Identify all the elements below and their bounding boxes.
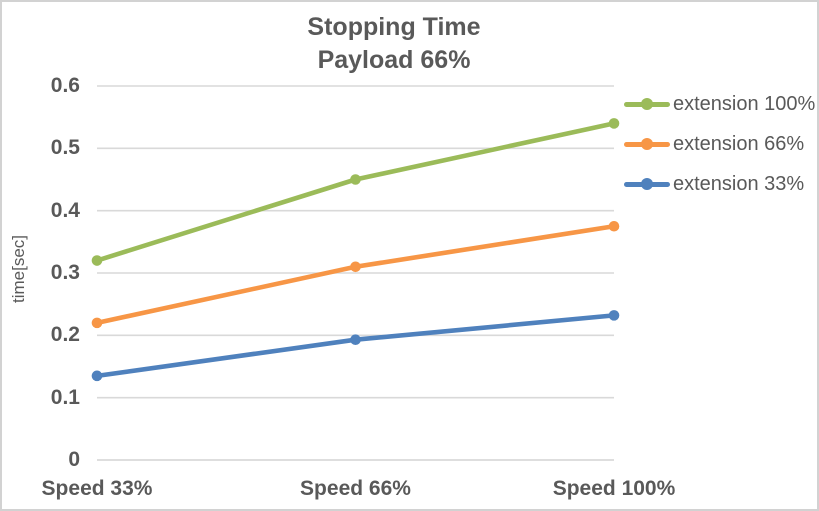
data-point-extension-100: [350, 174, 361, 185]
y-tick-label: 0.5: [50, 136, 80, 160]
legend-dot-icon: [641, 98, 653, 110]
chart-title-line2: Payload 66%: [317, 46, 471, 74]
legend-line-marker-icon: [624, 98, 670, 110]
data-point-extension-66: [91, 317, 103, 329]
legend-label: extension 66%: [673, 132, 805, 155]
legend-item-extension-33: extension 33%: [624, 171, 804, 197]
data-point-extension-33: [608, 310, 620, 321]
legend-item-extension-66: extension 66%: [624, 131, 804, 157]
series-line-extension-33: [94, 313, 617, 379]
x-tick-label: Speed 100%: [552, 477, 676, 500]
series-line-extension-66: [94, 223, 617, 326]
data-point-extension-100: [91, 255, 103, 266]
chart-title: Stopping Time Payload 66%: [2, 11, 786, 77]
y-tick-label: 0.3: [50, 261, 80, 284]
data-point-extension-66: [608, 220, 620, 232]
y-tick-label: 0.4: [50, 198, 80, 222]
y-tick-label: 0.2: [50, 323, 80, 347]
legend-item-extension-100: extension 100%: [624, 91, 815, 117]
x-tick-label: Speed 66%: [300, 477, 411, 500]
legend-label: extension 33%: [673, 172, 805, 195]
y-tick-label: 0: [68, 448, 80, 471]
data-point-extension-100: [608, 118, 620, 129]
data-point-extension-33: [91, 370, 103, 382]
chart-title-line1: Stopping Time: [307, 13, 481, 41]
y-tick-label: 0.6: [50, 74, 80, 97]
legend-dot-icon: [641, 138, 653, 150]
legend-label: extension 100%: [673, 92, 816, 115]
data-point-extension-33: [350, 334, 361, 345]
legend-dot-icon: [641, 178, 653, 190]
legend-line-marker-icon: [624, 138, 670, 150]
plot-area: [91, 85, 620, 461]
data-point-extension-66: [350, 261, 361, 273]
y-tick-label: 0.1: [50, 385, 80, 409]
legend-line-marker-icon: [624, 178, 670, 190]
x-tick-label: Speed 33%: [41, 477, 153, 500]
